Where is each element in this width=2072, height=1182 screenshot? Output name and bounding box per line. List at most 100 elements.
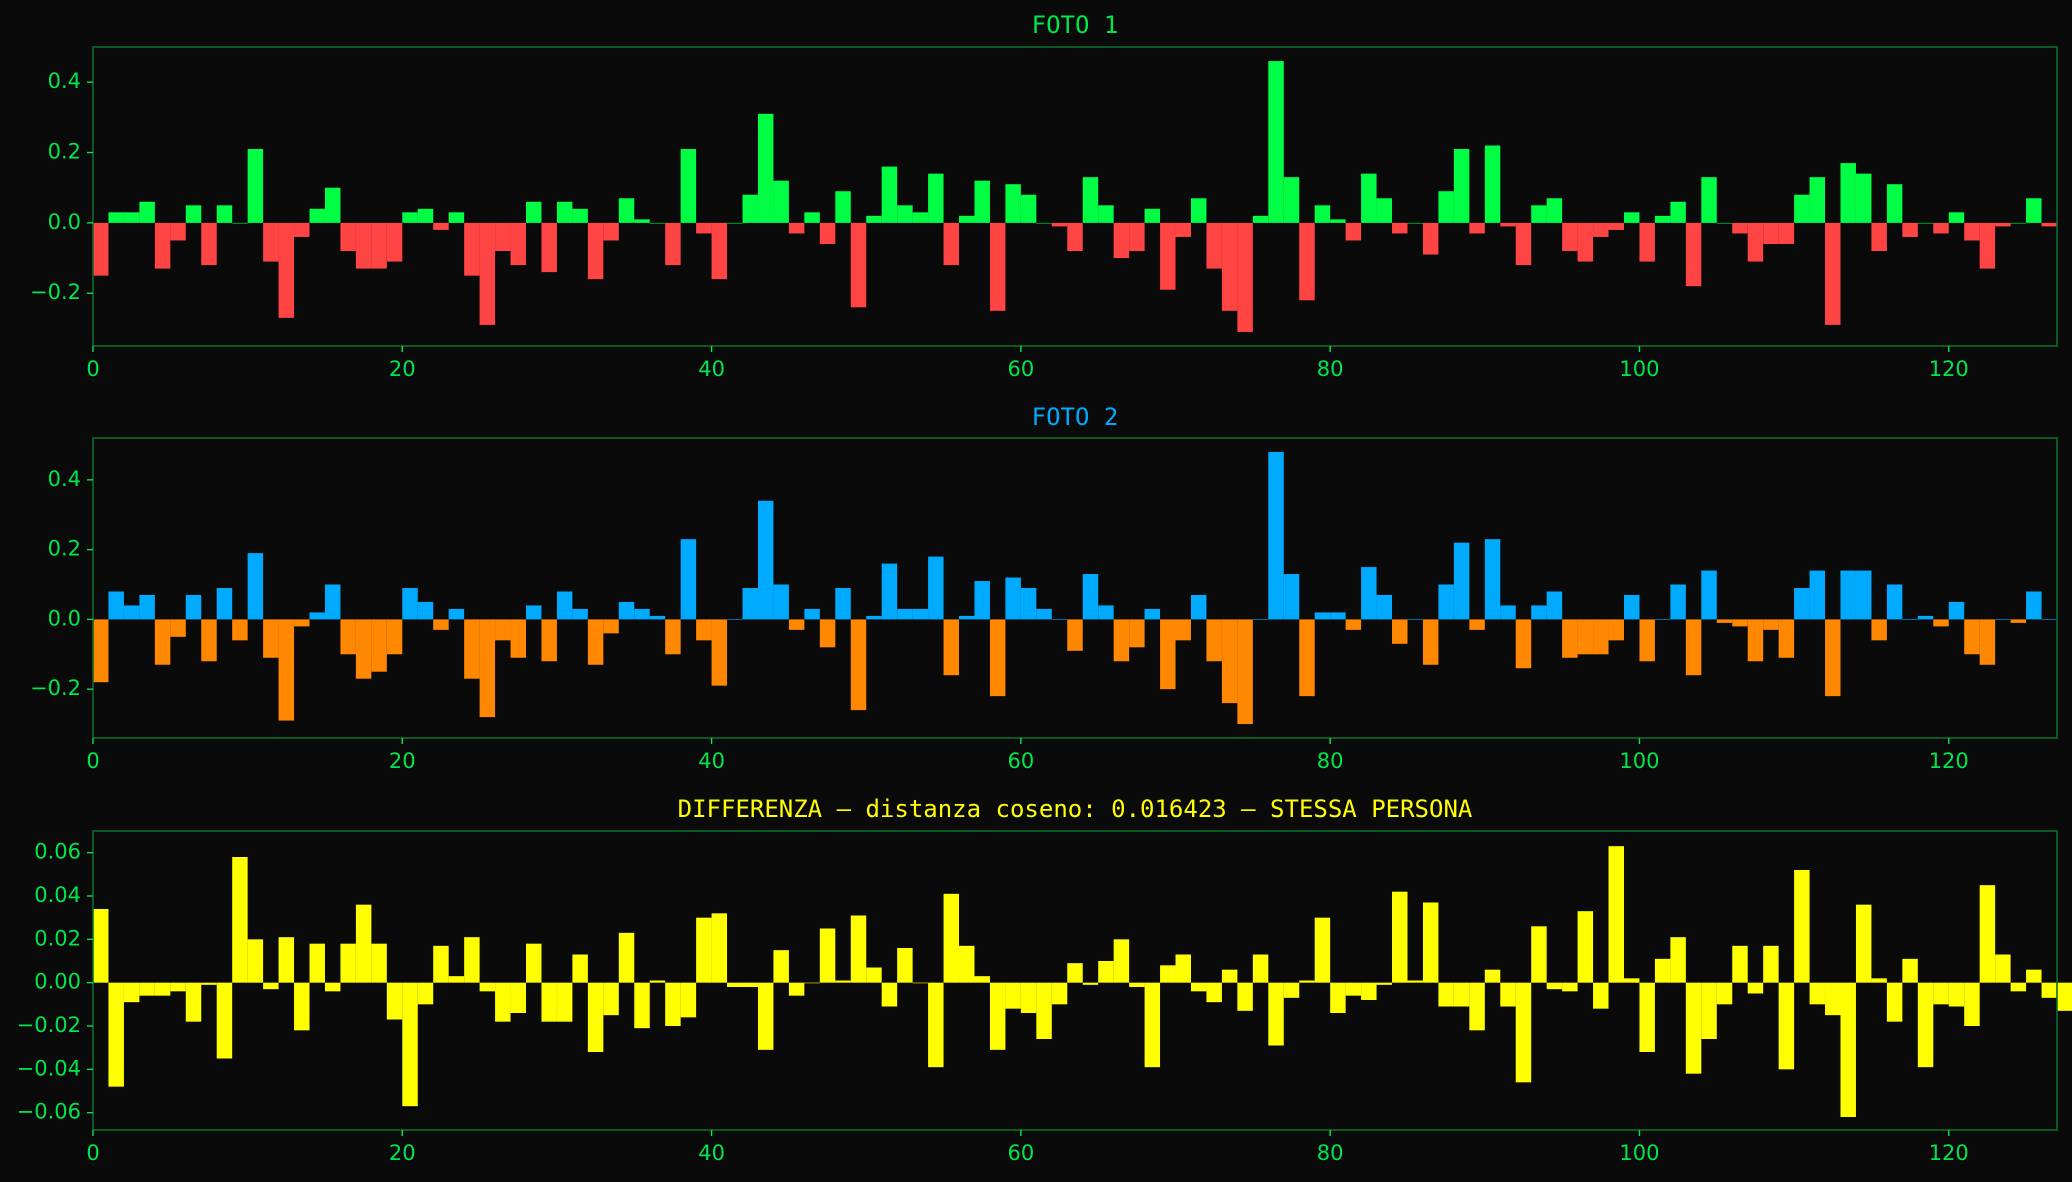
bar [1623, 594, 1640, 620]
bar [448, 976, 465, 983]
y-tick-label: −0.04 [17, 1056, 81, 1080]
bar [1036, 608, 1052, 620]
bar [1020, 194, 1037, 223]
bar [881, 166, 898, 223]
bar [201, 222, 217, 266]
bar [417, 601, 434, 620]
bar [1917, 615, 1934, 620]
bar [2010, 982, 2027, 992]
bar [464, 222, 480, 276]
bar [1623, 212, 1640, 223]
bar [526, 943, 542, 983]
bar [541, 619, 557, 662]
x-tick-label: 60 [1008, 1141, 1035, 1165]
x-tick-label: 0 [86, 357, 99, 381]
bar [170, 982, 186, 992]
bar [804, 608, 820, 620]
bar [773, 584, 789, 620]
bar [1484, 969, 1501, 983]
bar [1654, 619, 1671, 620]
bar [2041, 982, 2057, 998]
bar [1330, 612, 1346, 620]
bar [989, 222, 1006, 311]
bar [355, 904, 372, 983]
bar [1175, 954, 1191, 983]
bar [1593, 982, 1609, 1009]
bar [1129, 222, 1145, 252]
y-tick-label: −0.06 [17, 1100, 81, 1124]
bar [1979, 222, 1996, 269]
bar [1995, 954, 2011, 983]
bar [974, 976, 990, 983]
bar [711, 619, 728, 686]
bar [1500, 982, 1516, 1007]
chart-panel-1: FOTO 1 −0.2 0.0 0.2 0.4 0 20 40 60 80 100 120 [30, 11, 2058, 381]
bar [263, 222, 279, 262]
bar [572, 954, 588, 983]
bar [324, 187, 341, 223]
bar [2026, 198, 2042, 223]
bar [433, 222, 449, 230]
bar [649, 615, 666, 620]
bar [1654, 215, 1671, 223]
bar [1453, 982, 1470, 1007]
x-tick-label: 20 [389, 749, 416, 773]
bar [1376, 198, 1393, 223]
bar [943, 222, 960, 266]
bar [1685, 222, 1702, 287]
bar [1500, 222, 1516, 227]
bar [649, 980, 666, 983]
bar [1964, 982, 1980, 1026]
bar [587, 982, 604, 1052]
bar [1453, 542, 1470, 620]
bar [93, 909, 109, 983]
bar [479, 619, 496, 718]
bar [1670, 937, 1686, 983]
bar [1005, 577, 1021, 620]
bar [1732, 222, 1748, 234]
chart-title: DIFFERENZA — distanza coseno: 0.016423 —… [678, 795, 1473, 823]
bar [1546, 591, 1563, 620]
bar [757, 500, 774, 620]
bar [603, 619, 619, 634]
y-tick-label: 0.0 [48, 210, 81, 234]
bar [1778, 619, 1795, 658]
bar [1453, 149, 1470, 223]
bar [1268, 61, 1284, 223]
bar [1964, 222, 1980, 241]
chart-panel-3: DIFFERENZA — distanza coseno: 0.016423 —… [17, 795, 2072, 1165]
bar [1113, 222, 1130, 259]
bar [727, 222, 743, 224]
bar [1160, 965, 1176, 983]
bar [1005, 184, 1021, 223]
bar [2057, 982, 2072, 1011]
bar [1979, 885, 1996, 983]
bar [1778, 982, 1795, 1070]
bar [1392, 222, 1408, 234]
bar [1283, 982, 1300, 998]
bar [1422, 222, 1439, 255]
bar [649, 222, 666, 224]
bar [216, 588, 233, 620]
bar [1577, 911, 1594, 983]
bar [448, 608, 465, 620]
bar [587, 222, 604, 280]
bar [1407, 980, 1423, 983]
bar [773, 950, 789, 983]
bar [1948, 212, 1965, 223]
bar [495, 619, 511, 641]
y-tick-label: 0.4 [48, 69, 81, 93]
bar [1283, 574, 1300, 620]
bar [371, 619, 387, 672]
bar [417, 982, 434, 1005]
bar [866, 215, 882, 223]
bar [1840, 570, 1856, 620]
bar [572, 208, 588, 223]
bar [309, 208, 325, 223]
bar [1237, 222, 1253, 332]
bar [974, 581, 990, 620]
bar [1577, 222, 1594, 262]
bar [1051, 222, 1068, 227]
bar [1825, 982, 1841, 1016]
bar [757, 982, 774, 1050]
